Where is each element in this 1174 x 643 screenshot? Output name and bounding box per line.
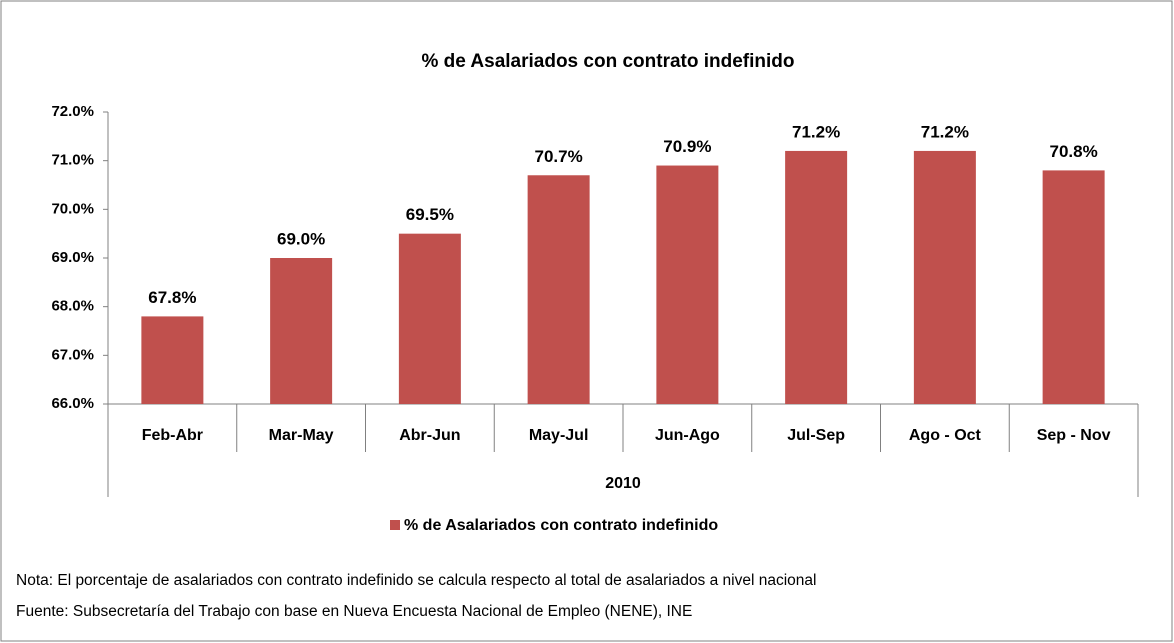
bar [785,150,848,404]
data-label: 71.2% [921,122,969,141]
data-label: 71.2% [792,122,840,141]
y-tick-label: 72.0% [51,103,94,120]
y-tick-label: 67.0% [51,346,94,363]
note: Nota: El porcentaje de asalariados con c… [16,572,816,589]
x-tick-label: Mar-May [269,427,334,444]
bar [913,150,976,404]
x-tick-label: Abr-Jun [399,427,460,444]
data-label: 70.8% [1050,142,1098,161]
bar [1042,170,1105,404]
group-label: 2010 [605,475,641,492]
y-tick-label: 68.0% [51,298,94,315]
x-tick-label: Jun-Ago [655,427,720,444]
x-tick-label: Feb-Abr [142,427,203,444]
x-tick-label: May-Jul [529,427,589,444]
data-label: 69.5% [406,205,454,224]
bar [141,316,204,404]
x-tick-label: Ago - Oct [909,427,982,444]
data-label: 67.8% [148,288,196,307]
source: Fuente: Subsecretaría del Trabajo con ba… [16,603,692,620]
legend-swatch [390,520,400,530]
y-tick-label: 66.0% [51,395,94,412]
bar [398,233,461,404]
bar [270,258,333,404]
y-tick-label: 69.0% [51,249,94,266]
data-label: 69.0% [277,229,325,248]
x-tick-label: Jul-Sep [787,427,845,444]
bar [656,165,719,404]
x-tick-label: Sep - Nov [1037,427,1111,444]
bar [527,175,590,404]
chart-title: % de Asalariados con contrato indefinido [421,51,794,72]
y-tick-label: 71.0% [51,152,94,169]
data-label: 70.9% [663,137,711,156]
y-tick-label: 70.0% [51,200,94,217]
legend-label: % de Asalariados con contrato indefinido [404,517,718,534]
data-label: 70.7% [535,147,583,166]
